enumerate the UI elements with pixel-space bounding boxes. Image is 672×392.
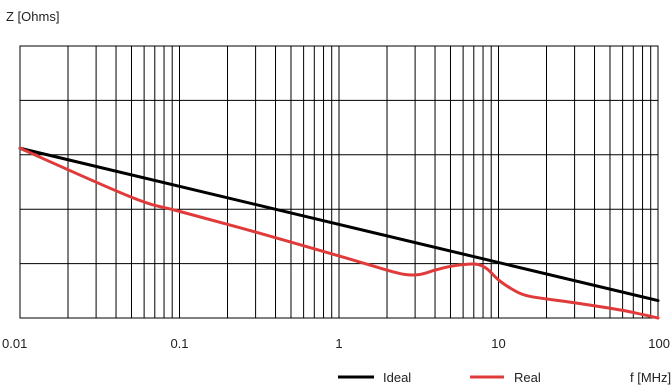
x-tick-label: 0.01 [2,336,27,351]
grid [19,45,659,319]
legend-ideal-label: Ideal [383,370,411,385]
x-tick-label: 100 [648,336,670,351]
series-line-real [18,146,660,320]
legend-real-label: Real [514,370,541,385]
series-lines [18,146,660,320]
x-tick-label: 0.1 [170,336,188,351]
x-tick-labels: 0.01 0.1 1 10 100 [2,336,670,351]
x-tick-label: 10 [491,336,505,351]
series-line-ideal [18,146,660,303]
legend: Ideal Real [338,370,541,385]
y-axis-label: Z [Ohms] [6,9,59,24]
x-axis-label: f [MHz] [630,370,671,385]
x-tick-label: 1 [335,336,342,351]
